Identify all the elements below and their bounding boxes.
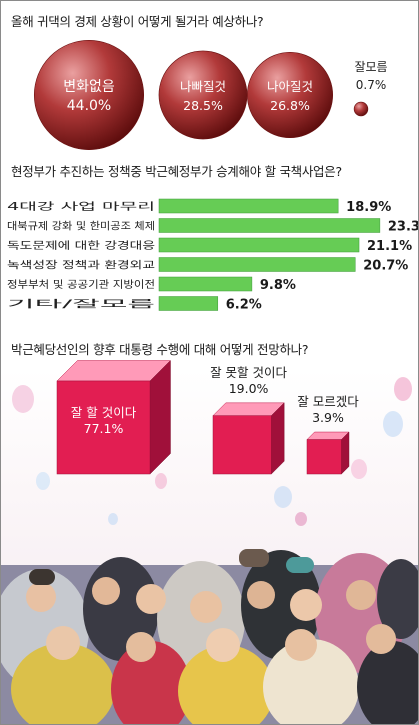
cube-front <box>56 380 151 475</box>
bubble-value-label: 28.5% <box>183 98 223 113</box>
bubble-value-label: 0.7% <box>356 78 387 92</box>
cube-value-label: 3.9% <box>312 410 344 425</box>
cube-front <box>212 415 272 475</box>
bubble-category-label: 나빠질것 <box>180 79 226 94</box>
question-1: 올해 귀댁의 경제 상황이 어떻게 될거라 예상하나? <box>11 14 264 29</box>
bar-mark <box>158 198 339 214</box>
cube-side <box>271 402 285 475</box>
crowd <box>1 549 418 724</box>
bar-mark <box>158 276 253 292</box>
cube-category-label: 잘 모르겠다 <box>297 394 359 409</box>
bar-category-label: 정부부처 및 공공기관 지방이전 <box>7 279 155 291</box>
bar-value-label: 6.2% <box>226 298 262 313</box>
bubble-mark <box>33 39 145 151</box>
cube-value-label: 19.0% <box>229 381 269 396</box>
balloons <box>12 377 412 526</box>
bar-mark <box>158 218 381 233</box>
bubble-category-label: 잘모름 <box>354 60 387 74</box>
bar-value-label: 18.9% <box>346 200 391 215</box>
bubble-mark <box>246 51 334 139</box>
bubble-value-label: 26.8% <box>270 98 310 113</box>
bar-value-label: 21.1% <box>367 239 412 254</box>
cube-value-label: 77.1% <box>84 421 124 436</box>
bar-category-label: 녹색성장 정책과 환경외교 <box>7 259 155 272</box>
bar-category-label: 기타/잘모름 <box>7 299 155 311</box>
bubble-category-label: 나아질것 <box>267 79 313 94</box>
cube-category-label: 잘 못할 것이다 <box>210 365 287 380</box>
bar-chart: 4대강 사업 마무리 18.9% 대북규제 강화 및 한미공조 체제 23.3% 독도문… <box>7 198 418 313</box>
cube-side <box>341 431 350 475</box>
question-2: 현정부가 추진하는 정책중 박근혜정부가 승계해야 할 국책사업은? <box>11 164 342 179</box>
bubble-mark <box>353 101 369 117</box>
bar-mark <box>158 257 356 272</box>
cube-category-label: 잘 할 것이다 <box>71 405 137 420</box>
cube-front <box>306 439 342 475</box>
bubble-category-label: 변화없음 <box>63 79 115 95</box>
bar-category-label: 4대강 사업 마무리 <box>7 200 155 213</box>
bubble-mark <box>158 50 248 140</box>
bubble-chart: 변화없음 44.0% 나빠질것 28.5% 나아질것 26.8% 잘모름 0.7% <box>33 39 388 151</box>
bar-value-label: 20.7% <box>363 259 408 274</box>
bar-mark <box>158 296 219 311</box>
crowd-photo <box>1 369 418 724</box>
bar-category-label: 대북규제 강화 및 한미공조 체제 <box>7 221 155 233</box>
bar-mark <box>158 237 360 253</box>
question-3: 박근혜당선인의 향후 대통령 수행에 대해 어떻게 전망하나? <box>11 342 309 357</box>
bar-category-label: 독도문제에 대한 강경대응 <box>7 239 155 252</box>
bar-value-label: 23.3% <box>388 220 418 235</box>
bubble-value-label: 44.0% <box>67 98 111 114</box>
bar-value-label: 9.8% <box>260 278 296 293</box>
